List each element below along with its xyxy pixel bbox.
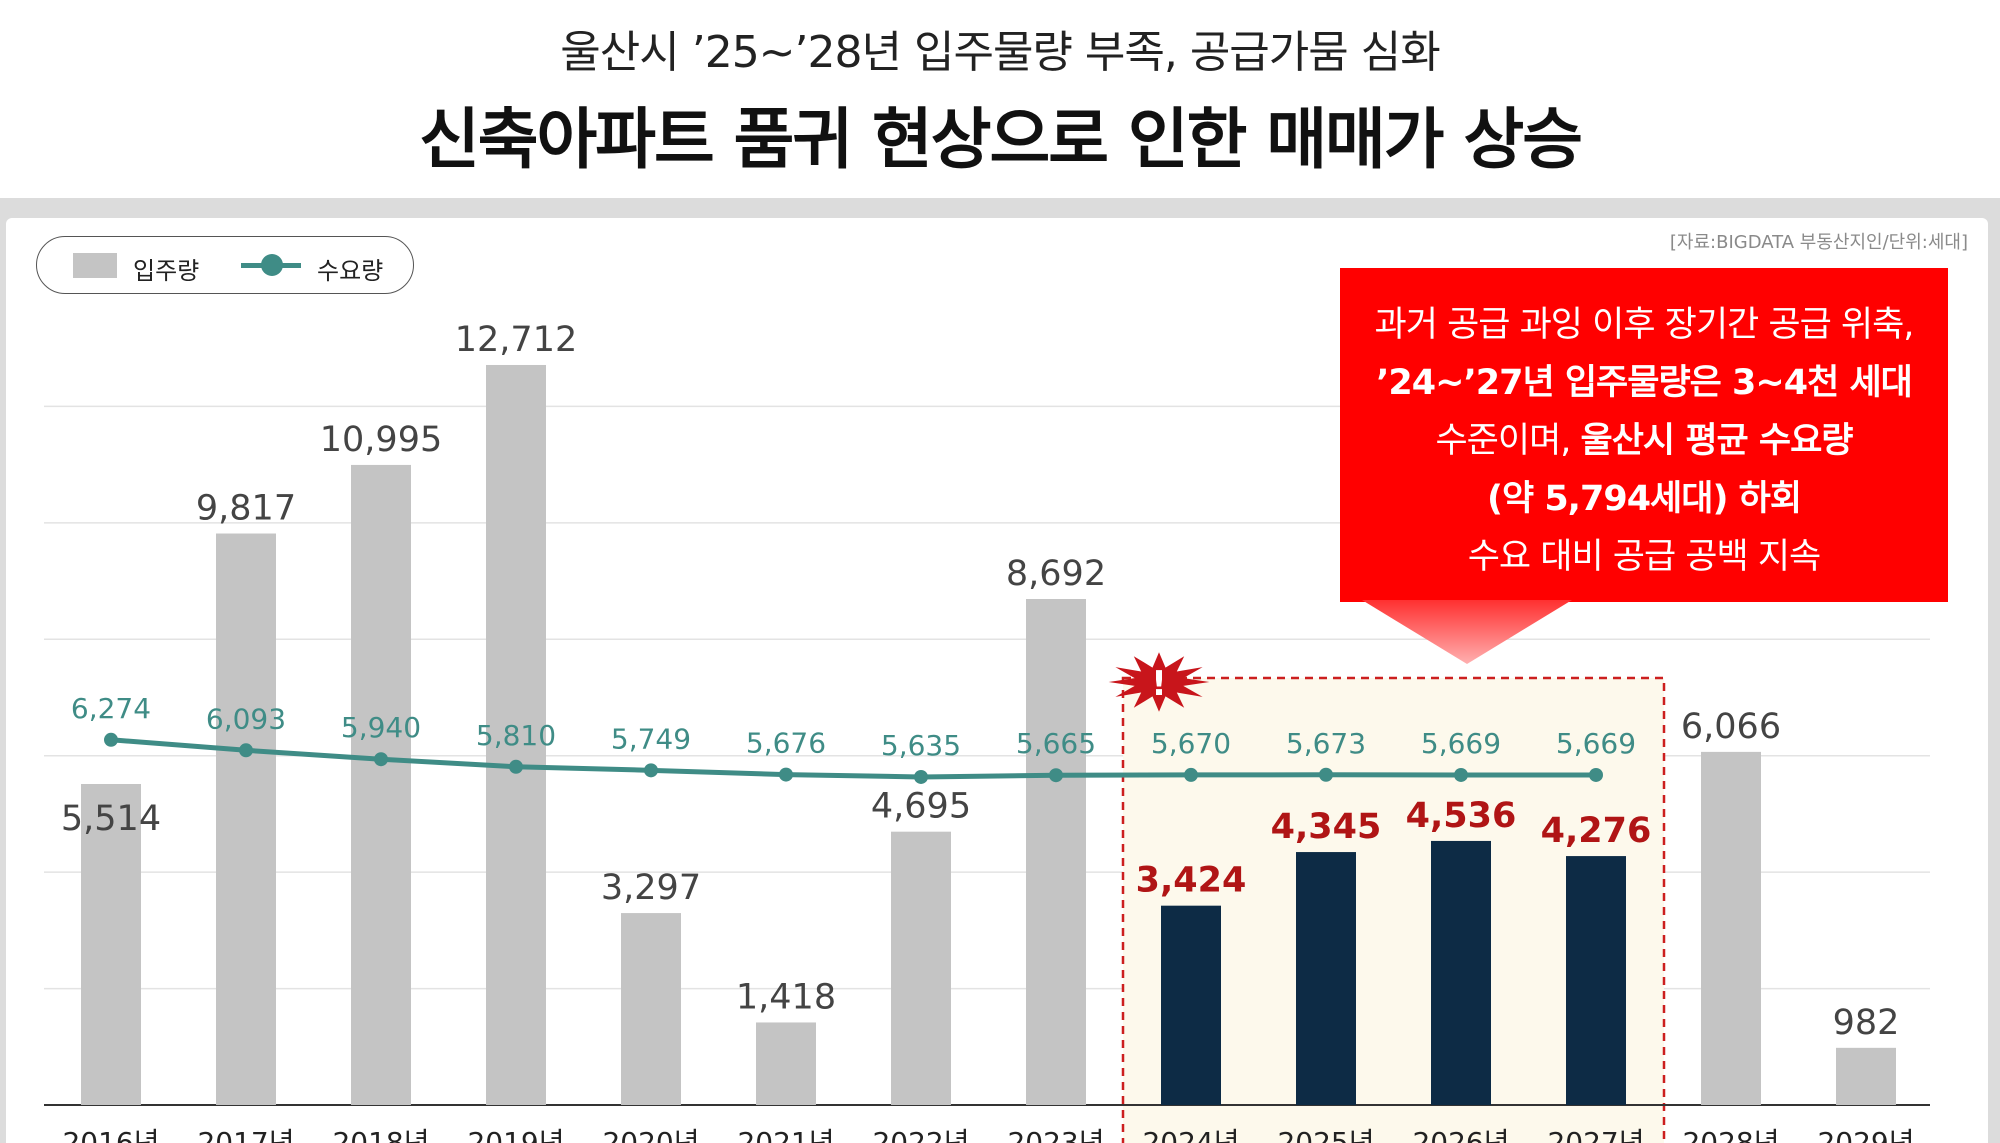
- bar-value-label: 10,995: [320, 420, 442, 460]
- bar-value-label: 3,297: [601, 868, 701, 908]
- x-tick-label: 2016년: [62, 1126, 159, 1143]
- x-tick-label: 2021년: [737, 1126, 834, 1143]
- demand-point: [509, 759, 523, 774]
- bar-2026년: [1431, 840, 1491, 1105]
- demand-point: [914, 769, 928, 784]
- bar-value-label: 6,066: [1681, 707, 1781, 747]
- callout-line-1: 과거 공급 과잉 이후 장기간 공급 위축,: [1374, 305, 1915, 345]
- demand-value-label: 5,669: [1556, 727, 1636, 760]
- bar-2020년: [621, 913, 681, 1105]
- alert-badge-label: !: [1151, 664, 1167, 704]
- bar-value-label: 5,514: [61, 799, 161, 839]
- demand-value-label: 5,749: [611, 722, 691, 755]
- demand-point: [1454, 767, 1468, 782]
- bar-value-label: 3,424: [1136, 861, 1247, 901]
- bar-2018년: [351, 464, 411, 1105]
- demand-point: [104, 732, 118, 747]
- x-tick-label: 2019년: [467, 1126, 564, 1143]
- x-tick-label: 2020년: [602, 1126, 699, 1143]
- bar-value-label: 4,276: [1541, 811, 1652, 851]
- demand-value-label: 5,810: [476, 719, 556, 752]
- bar-value-label: 4,345: [1271, 807, 1382, 847]
- demand-point: [1589, 767, 1603, 782]
- bar-value-label: 12,712: [455, 320, 577, 360]
- bar-value-label: 9,817: [196, 489, 296, 529]
- demand-value-label: 5,673: [1286, 727, 1366, 760]
- bar-2022년: [891, 831, 951, 1105]
- callout-line-3-bold: 울산시 평균 수요량: [1580, 421, 1854, 461]
- callout-line-2: ’24~’27년 입주물량은 3~4천 세대: [1340, 354, 1948, 412]
- callout-box: 과거 공급 과잉 이후 장기간 공급 위축, ’24~’27년 입주물량은 3~…: [1340, 268, 1948, 602]
- x-tick-label: 2022년: [872, 1126, 969, 1143]
- header: 울산시 ’25~’28년 입주물량 부족, 공급가뭄 심화 신축아파트 품귀 현…: [0, 0, 2000, 198]
- bar-value-label: 1,418: [736, 977, 836, 1017]
- x-tick-label: 2017년: [197, 1126, 294, 1143]
- legend-line-label: 수요량: [317, 257, 384, 285]
- demand-value-label: 6,093: [206, 702, 286, 735]
- demand-value-label: 5,665: [1016, 727, 1096, 760]
- bar-2028년: [1701, 751, 1761, 1105]
- callout-line-3: 수준이며, 울산시 평균 수요량: [1340, 412, 1948, 470]
- bar-2027년: [1566, 856, 1626, 1105]
- demand-value-label: 5,669: [1421, 727, 1501, 760]
- callout-line-4: (약 5,794세대) 하회: [1340, 470, 1948, 528]
- x-tick-label: 2028년: [1682, 1126, 1779, 1143]
- demand-value-label: 5,940: [341, 711, 421, 744]
- bar-2017년: [216, 533, 276, 1105]
- demand-value-label: 6,274: [71, 692, 151, 725]
- bar-value-label: 982: [1833, 1003, 1900, 1043]
- callout-line-3-normal: 수준이며,: [1435, 421, 1581, 461]
- x-tick-label: 2026년: [1412, 1126, 1509, 1143]
- bar-2021년: [756, 1022, 816, 1105]
- legend-bar-swatch: [73, 253, 117, 278]
- x-tick-label: 2024년: [1142, 1126, 1239, 1143]
- callout-line-4-bold: (약 5,794세대) 하회: [1486, 479, 1802, 519]
- demand-value-label: 5,635: [881, 729, 961, 762]
- x-tick-label: 2023년: [1007, 1126, 1104, 1143]
- demand-point: [1184, 767, 1198, 782]
- page-subtitle: 울산시 ’25~’28년 입주물량 부족, 공급가뭄 심화: [560, 27, 1440, 78]
- demand-value-label: 5,676: [746, 727, 826, 760]
- bar-value-label: 8,692: [1006, 554, 1106, 594]
- callout-arrow: [1362, 600, 1572, 664]
- demand-point: [1319, 767, 1333, 782]
- bar-value-label: 4,536: [1406, 796, 1517, 836]
- bar-value-label: 4,695: [871, 787, 971, 827]
- legend-line-marker: [261, 254, 283, 276]
- demand-point: [374, 752, 388, 767]
- bar-2029년: [1836, 1047, 1896, 1105]
- x-tick-label: 2029년: [1817, 1126, 1914, 1143]
- demand-point: [239, 743, 253, 758]
- bar-2016년: [81, 784, 141, 1105]
- source-note: [자료:BIGDATA 부동산지인/단위:세대]: [1669, 232, 1968, 253]
- bar-2025년: [1296, 852, 1356, 1105]
- demand-point: [644, 763, 658, 778]
- x-tick-label: 2025년: [1277, 1126, 1374, 1143]
- legend-bar-label: 입주량: [133, 257, 200, 285]
- alert-badge-icon: [1108, 652, 1210, 712]
- x-tick-label: 2018년: [332, 1126, 429, 1143]
- callout-line-5: 수요 대비 공급 공백 지속: [1467, 537, 1822, 577]
- bar-2019년: [486, 364, 546, 1106]
- demand-line: [110, 737, 1596, 780]
- demand-point: [779, 767, 793, 782]
- demand-value-label: 5,670: [1151, 727, 1231, 760]
- demand-point: [1049, 768, 1063, 783]
- x-tick-label: 2027년: [1547, 1126, 1644, 1143]
- chart-legend: 입주량 수요량: [36, 236, 414, 294]
- bar-2023년: [1026, 599, 1086, 1105]
- bar-2024년: [1161, 905, 1221, 1105]
- callout-line-2-bold: ’24~’27년 입주물량은 3~4천 세대: [1376, 363, 1913, 403]
- page-title: 신축아파트 품귀 현상으로 인한 매매가 상승: [419, 101, 1583, 178]
